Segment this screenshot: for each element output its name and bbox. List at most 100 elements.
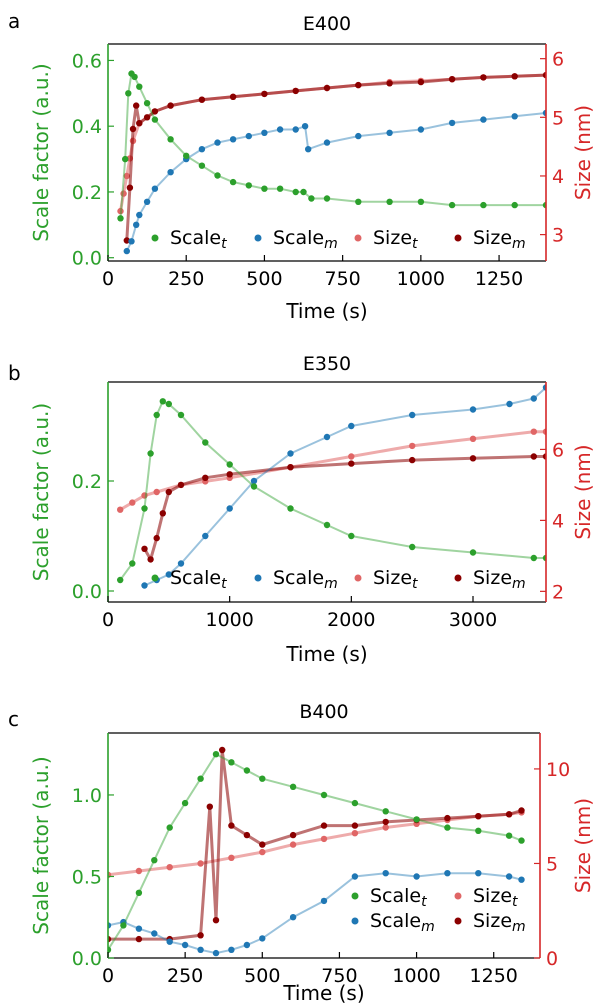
data-point	[151, 108, 159, 115]
data-point	[226, 461, 233, 468]
data-point	[165, 400, 172, 408]
data-point	[166, 864, 173, 871]
x-tick-label: 0	[102, 609, 114, 631]
series-line	[108, 749, 522, 941]
y-tick-label-right: 5	[552, 107, 564, 129]
data-point	[409, 411, 416, 419]
x-tick-label: 2000	[327, 609, 375, 631]
data-point	[136, 83, 143, 90]
data-point	[212, 751, 220, 758]
data-point	[120, 922, 127, 929]
panel-a: a E400 0 250 500 750 1000 1250 0.0 0.2 0.4 0.6 3 4 5 6 T…	[8, 9, 595, 323]
data-point	[276, 126, 284, 133]
data-point	[506, 400, 513, 408]
data-point	[159, 398, 166, 405]
data-point	[143, 114, 151, 121]
data-point	[129, 499, 136, 506]
y-axis-label-left: Scale factor (a.u.)	[29, 63, 53, 241]
data-point	[136, 120, 143, 127]
data-point	[143, 100, 151, 107]
y-tick-label-left: 0.2	[72, 471, 102, 493]
data-point	[289, 783, 297, 790]
data-point	[245, 132, 252, 140]
data-point	[219, 746, 226, 754]
data-point	[475, 813, 482, 820]
data-point	[351, 799, 359, 807]
data-point	[320, 835, 328, 843]
data-point	[123, 247, 130, 255]
series-line	[119, 71, 546, 219]
series-line	[119, 73, 546, 212]
legend: Scalet Sizet Scalem Sizem	[351, 885, 526, 935]
data-point	[226, 471, 233, 478]
y-tick-label-right: 2	[552, 581, 564, 603]
series-size-t	[108, 809, 525, 878]
legend-marker	[254, 234, 262, 242]
data-point	[351, 822, 359, 829]
chart-title: B400	[299, 701, 348, 723]
data-point	[120, 190, 127, 197]
data-point	[141, 582, 148, 589]
data-point	[183, 152, 190, 159]
data-point	[181, 941, 189, 949]
data-point	[177, 411, 185, 419]
data-point	[289, 914, 297, 921]
data-point	[287, 505, 294, 512]
data-point	[250, 483, 258, 490]
data-point	[259, 841, 266, 848]
data-point	[355, 81, 362, 89]
data-point	[153, 488, 160, 496]
chart-title: E400	[303, 13, 351, 35]
panel-b: b E350 0 1000 2000 3000 0.0 0.2 2 4 6 Time (s) Scale…	[8, 353, 595, 666]
data-point	[518, 876, 525, 883]
x-axis-label: Time (s)	[285, 299, 367, 323]
data-point	[151, 116, 159, 123]
data-point	[276, 185, 284, 192]
legend-item-scale-t: Scalet	[351, 885, 427, 910]
data-point	[117, 576, 124, 584]
data-point	[117, 215, 124, 222]
data-point	[417, 198, 425, 205]
y-tick-label-left: 0.4	[72, 116, 102, 138]
y-tick-label-right: 4	[552, 166, 564, 188]
data-point	[505, 832, 513, 839]
legend-marker	[454, 234, 462, 242]
legend-marker	[151, 234, 159, 242]
data-point	[198, 146, 206, 153]
data-point	[323, 84, 331, 92]
data-point	[320, 791, 328, 799]
data-point	[197, 932, 204, 939]
data-point	[229, 178, 237, 186]
legend-marker	[454, 574, 462, 582]
data-point	[323, 139, 331, 146]
data-point	[228, 822, 235, 829]
y-tick-label-left: 0.6	[72, 50, 102, 72]
y-axis-label-right: Size (nm)	[571, 798, 595, 893]
data-point	[505, 873, 513, 880]
data-point	[305, 146, 312, 153]
data-point	[141, 505, 148, 512]
legend-marker	[351, 917, 359, 925]
plot-area	[108, 746, 525, 957]
panel-c: c B400 0 250 500 750 1000 1250 0.0 0.5 1.0 0 5 10 Time…	[8, 701, 595, 1005]
data-point	[135, 935, 143, 943]
data-point	[229, 93, 237, 101]
data-point	[348, 453, 355, 460]
data-point	[300, 188, 307, 196]
data-point	[413, 816, 420, 823]
legend-item-scale-t: Scalet	[151, 227, 227, 252]
data-point	[126, 184, 134, 191]
legend-label: Sizem	[473, 227, 526, 252]
data-point	[165, 488, 172, 496]
data-point	[212, 949, 220, 957]
data-point	[417, 78, 425, 86]
data-point	[166, 824, 173, 831]
series-scale-m	[141, 384, 546, 589]
x-tick-label: 1250	[475, 268, 523, 290]
data-point	[229, 136, 237, 143]
y-tick-label-right: 5	[546, 853, 558, 875]
data-point	[409, 442, 416, 450]
data-point	[214, 172, 221, 179]
series-size-t	[117, 428, 546, 513]
legend-item-size-t: Sizet	[354, 227, 418, 252]
